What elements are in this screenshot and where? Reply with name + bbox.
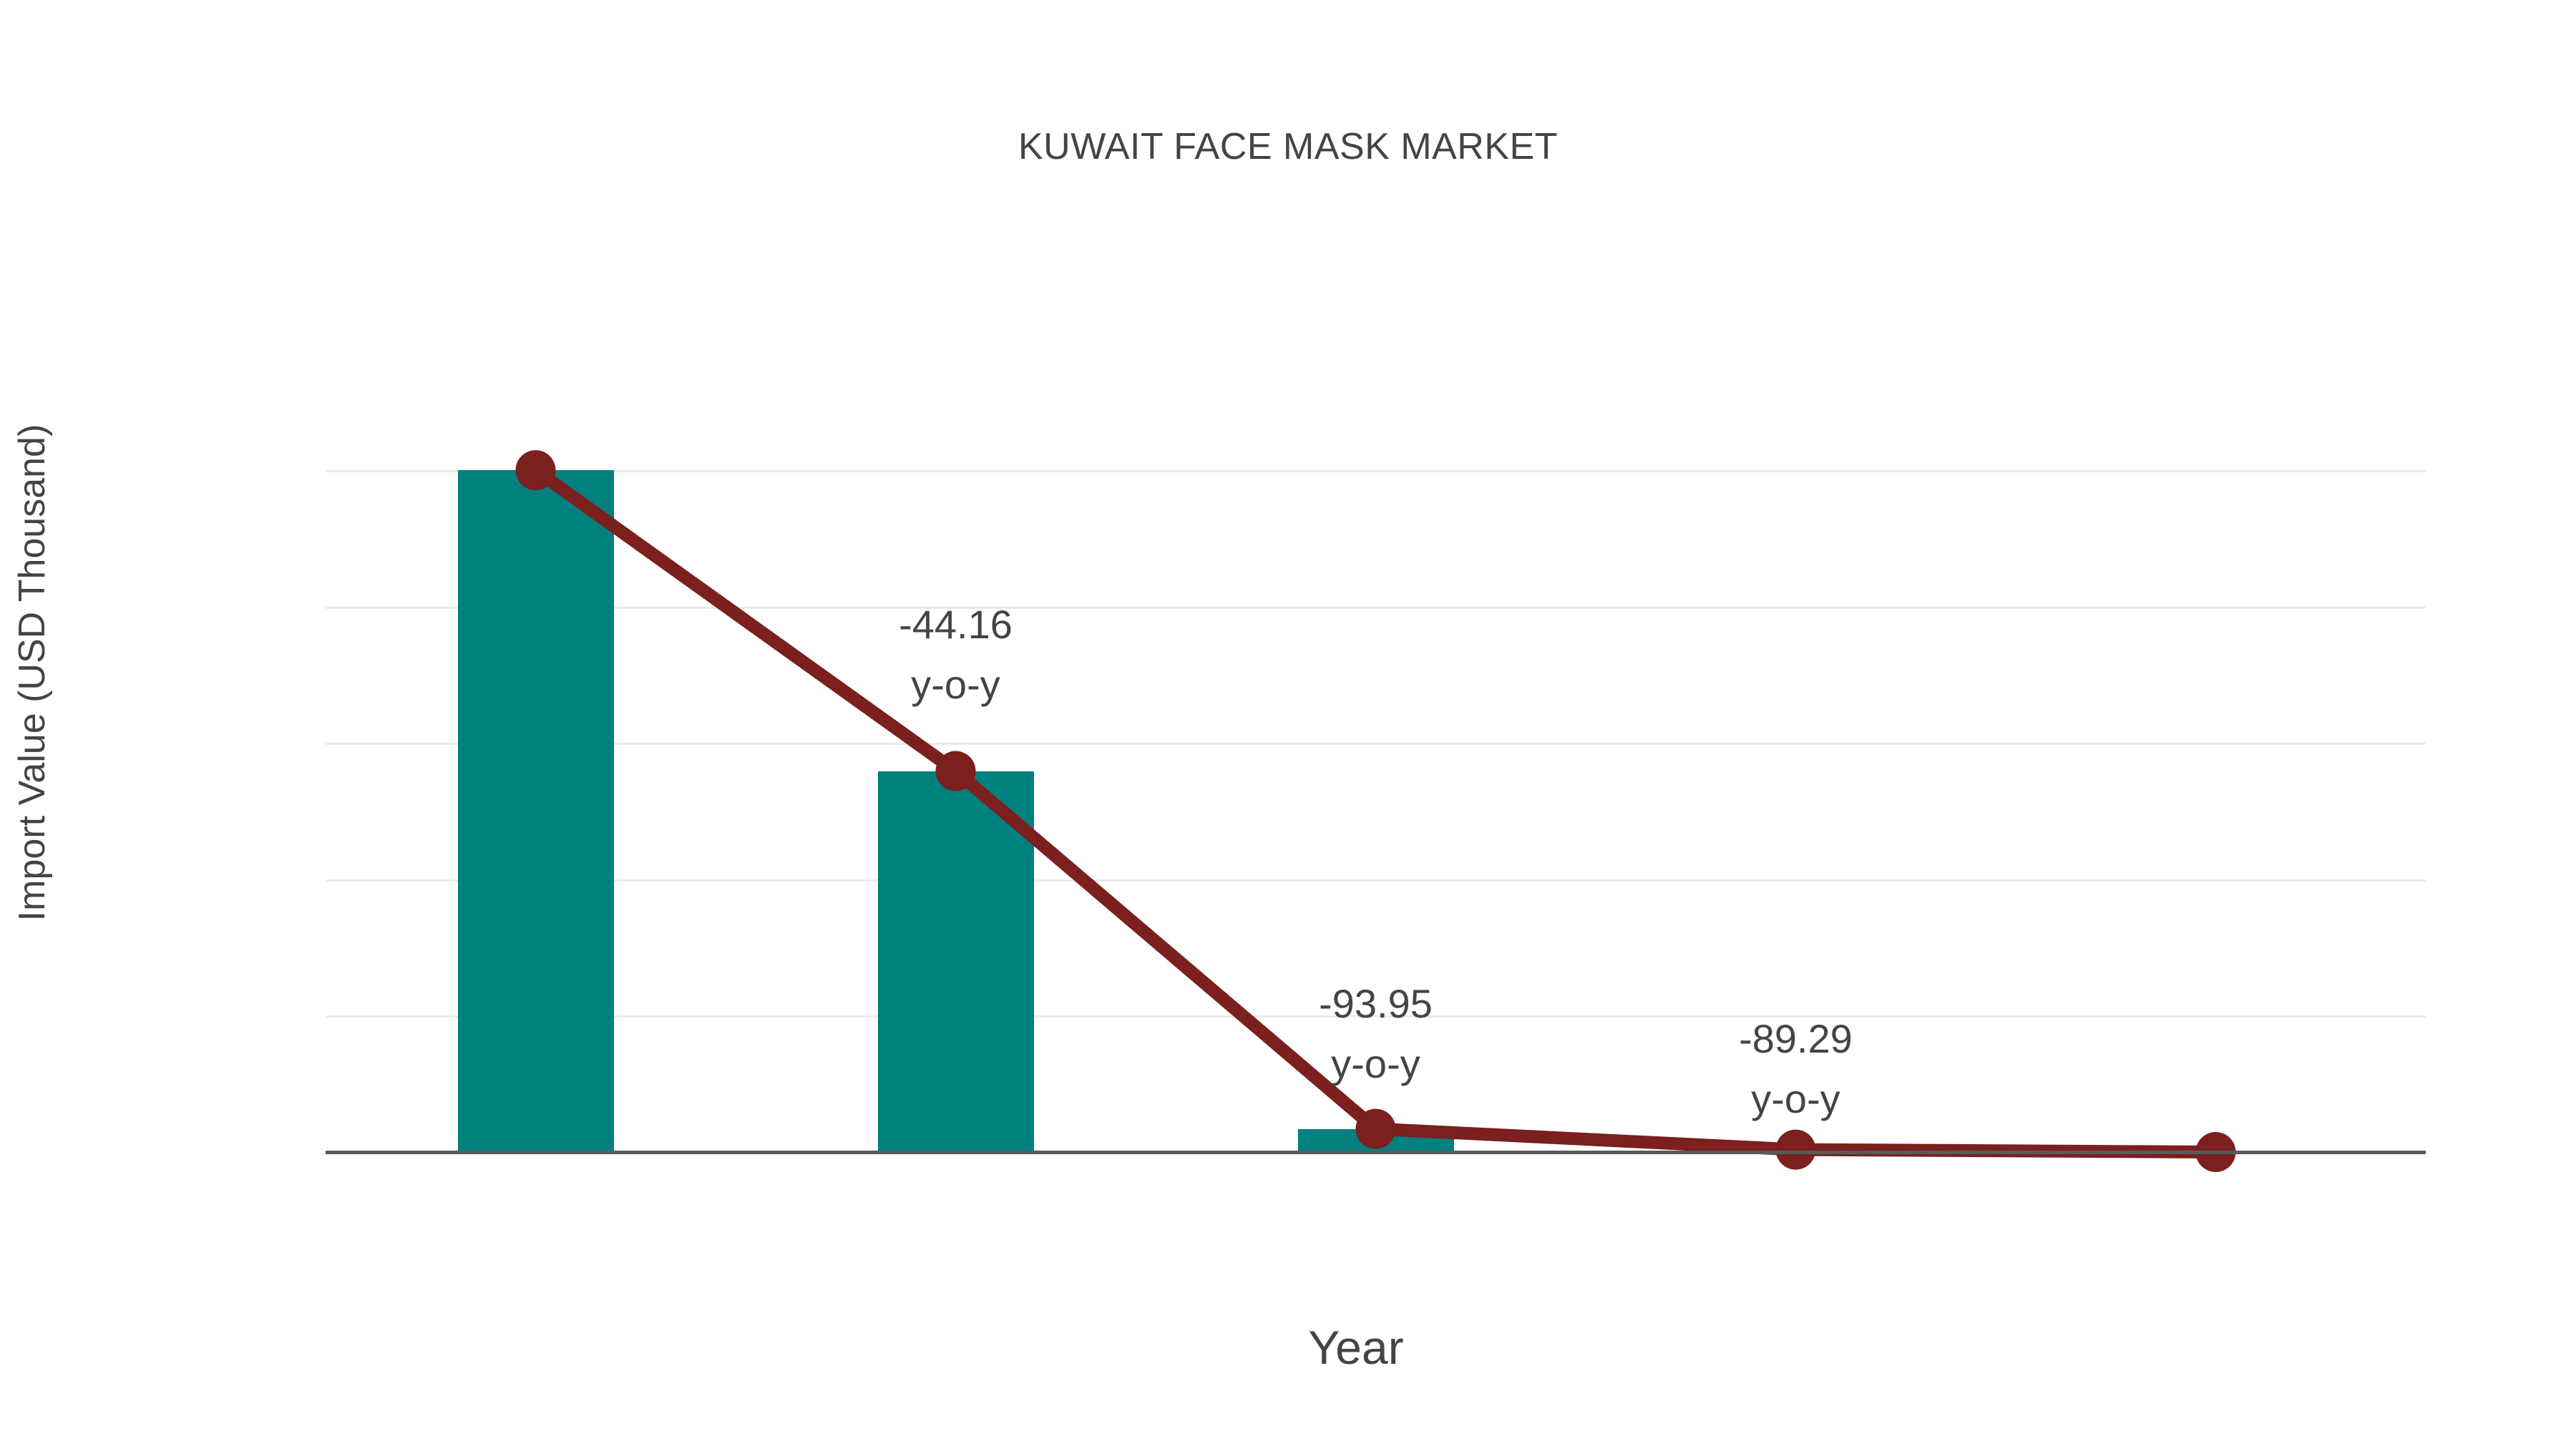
yoy-annotation: -44.16 y-o-y — [899, 600, 1013, 710]
yoy-value: -44.16 — [899, 601, 1013, 647]
gridline — [326, 743, 2426, 746]
bar — [1297, 1128, 1454, 1152]
yoy-value: -89.29 — [1739, 1015, 1853, 1061]
gridline — [326, 606, 2426, 609]
bar — [877, 771, 1034, 1152]
y-axis-title: Import Value (USD Thousand) — [11, 424, 53, 922]
gridline — [326, 879, 2426, 882]
gridline — [326, 470, 2426, 473]
yoy-annotation: -93.95 y-o-y — [1319, 979, 1433, 1089]
plot-area: 050000100000150000200000250000 202020212… — [326, 429, 2426, 1172]
x-axis-title: Year — [1308, 1321, 1404, 1374]
yoy-unit: y-o-y — [911, 661, 1000, 707]
chart-title: KUWAIT FACE MASK MARKET — [1018, 126, 1558, 167]
yoy-annotation: -89.29 y-o-y — [1739, 1014, 1853, 1124]
yoy-unit: y-o-y — [1751, 1075, 1840, 1121]
yoy-value: -93.95 — [1319, 980, 1433, 1026]
x-axis-baseline — [326, 1151, 2426, 1154]
bar — [457, 470, 614, 1152]
yoy-unit: y-o-y — [1331, 1040, 1420, 1086]
